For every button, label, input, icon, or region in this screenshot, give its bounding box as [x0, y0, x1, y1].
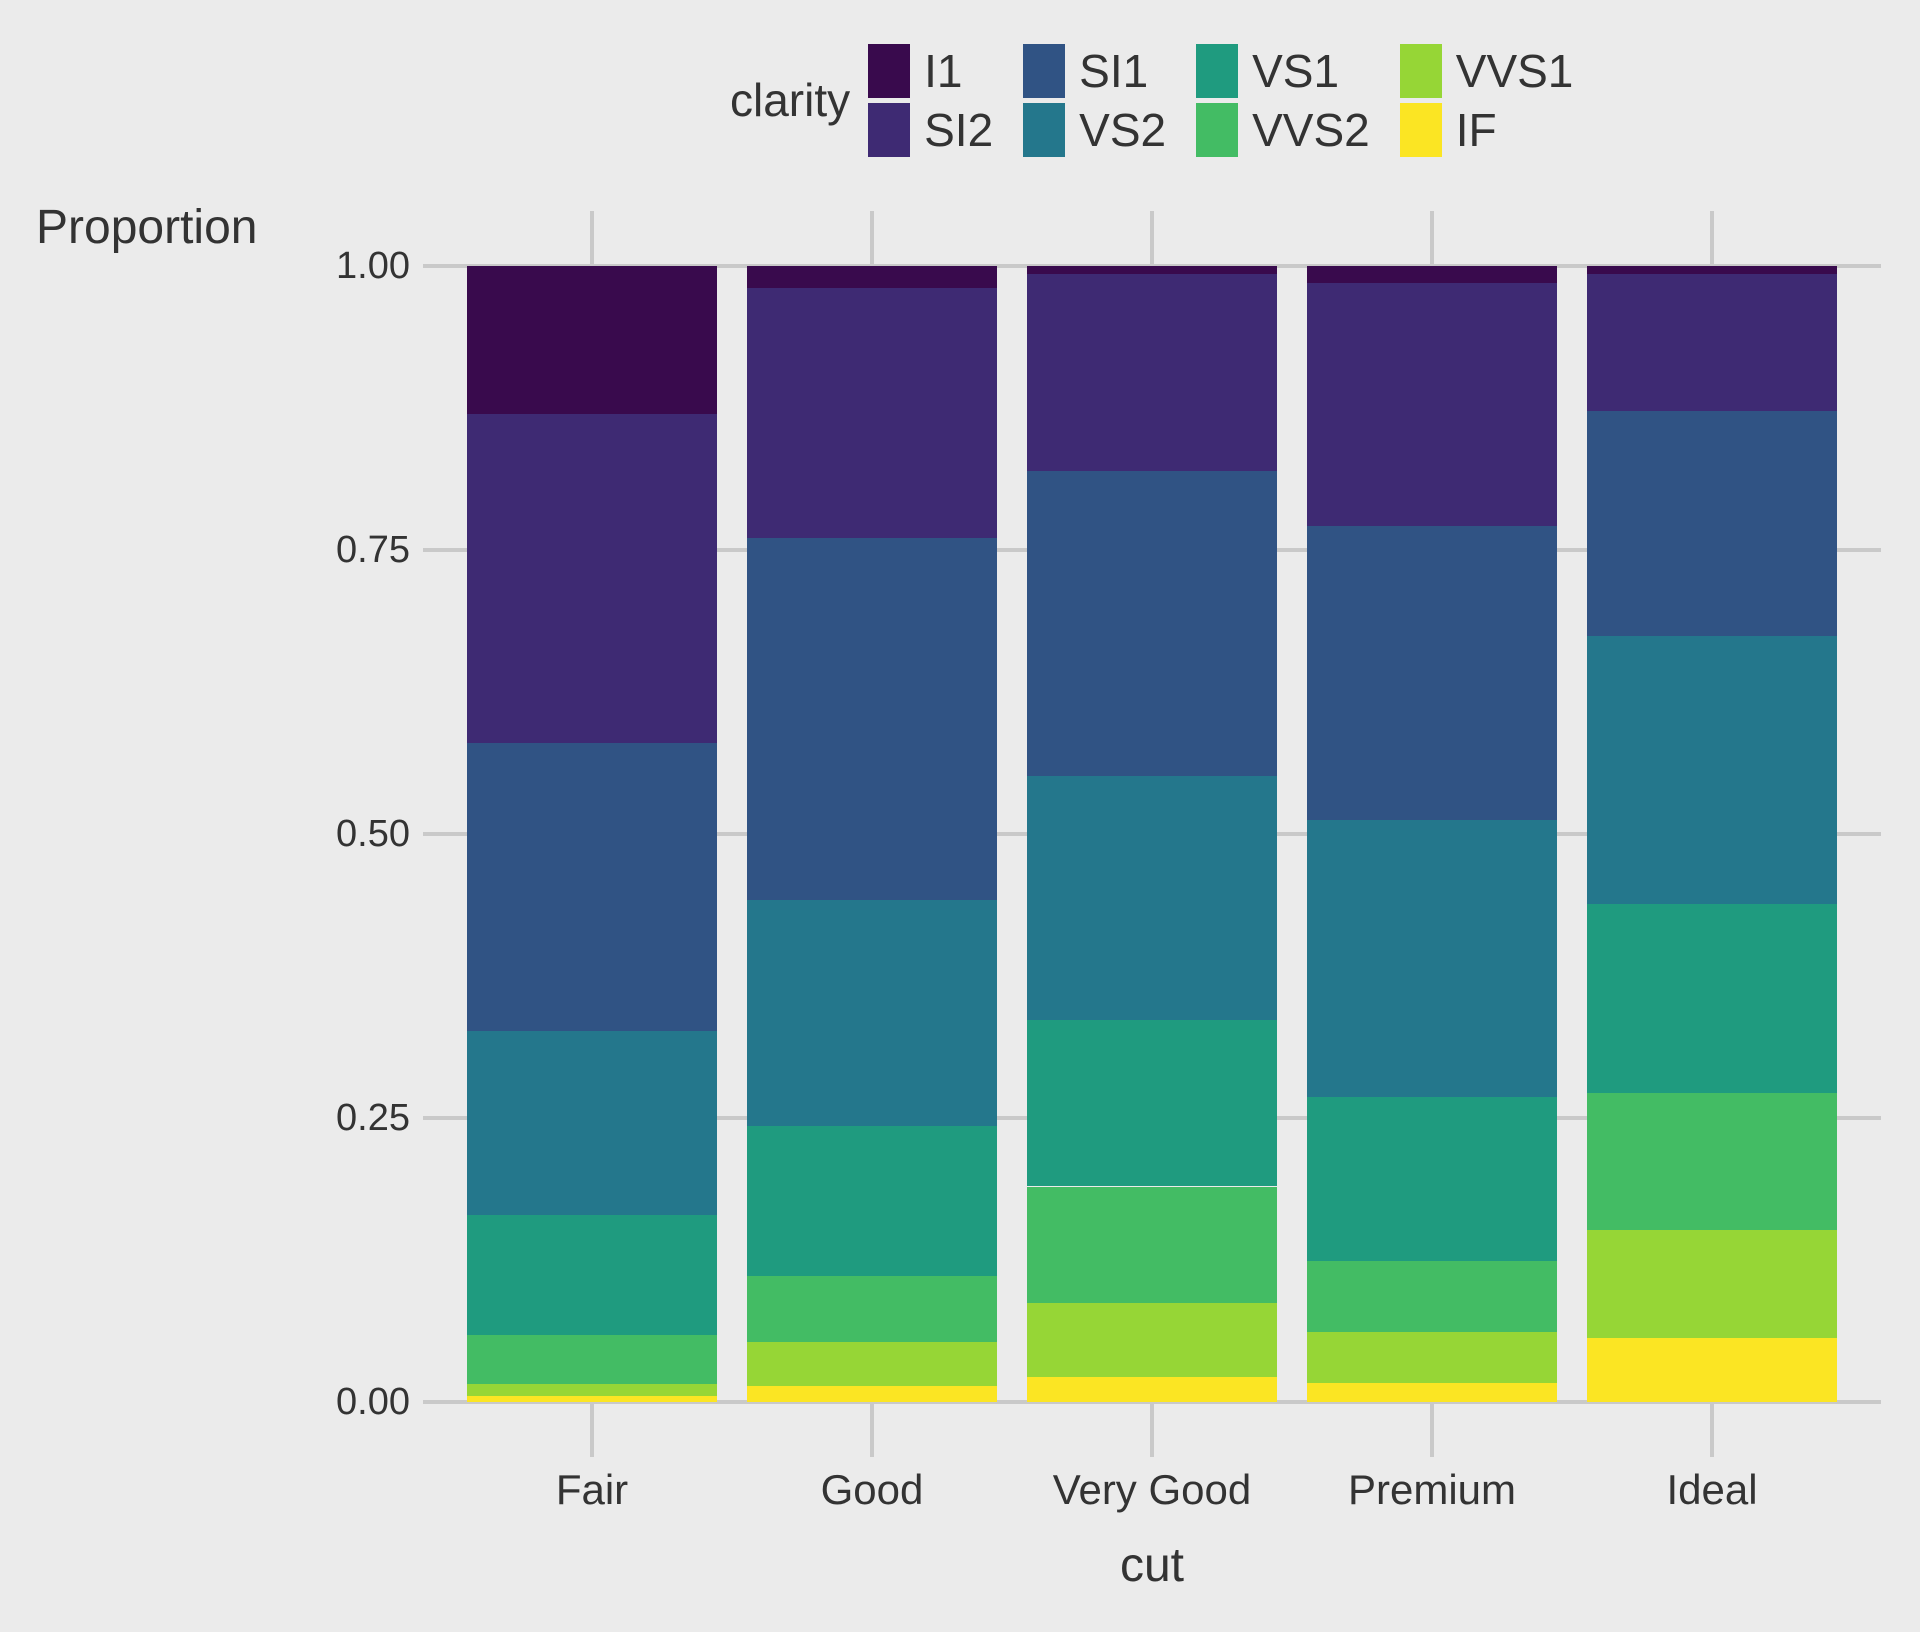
bar-segment-premium-VVS1: [1307, 1332, 1557, 1383]
bar-segment-ideal-I1: [1587, 266, 1837, 274]
legend-swatch-SI1: [1023, 43, 1066, 98]
y-tick-label: 0.75: [336, 529, 410, 571]
bar-segment-premium-VS2: [1307, 820, 1557, 1097]
bar-segment-ideal-IF: [1587, 1338, 1837, 1402]
axis-tick-top: [1430, 211, 1434, 266]
axis-tick-bottom: [1710, 1402, 1714, 1457]
legend-item-I1: I1: [868, 42, 993, 99]
x-tick-label-premium: Premium: [1347, 1466, 1517, 1513]
bar-segment-very-good-VS1: [1027, 1019, 1277, 1187]
bar-segment-good-VS1: [747, 1126, 997, 1277]
bar-segment-ideal-VVS1: [1587, 1230, 1837, 1339]
legend-label: IF: [1455, 103, 1497, 156]
legend-label: VS2: [1079, 103, 1167, 156]
bar-segment-good-IF: [747, 1385, 997, 1402]
bar-segment-good-VVS1: [747, 1342, 997, 1386]
legend-label: SI2: [924, 103, 994, 156]
axis-tick-top: [590, 211, 594, 266]
axis-tick-top: [1150, 211, 1154, 266]
bar-segment-good-VS2: [747, 899, 997, 1127]
bar-segment-good-I1: [747, 266, 997, 289]
bar-segment-very-good-VS2: [1027, 776, 1277, 1020]
axis-tick-bottom: [870, 1402, 874, 1457]
x-axis-title: cut: [1119, 1539, 1185, 1592]
legend-label: I1: [924, 44, 963, 97]
bar-segment-fair-I1: [467, 266, 717, 415]
bar-segment-ideal-SI1: [1587, 410, 1837, 637]
legend-label: VS1: [1252, 44, 1340, 97]
bar-segment-fair-SI2: [467, 414, 717, 743]
legend-item-VS2: VS2: [1023, 101, 1166, 158]
bar-segment-very-good-SI2: [1027, 273, 1277, 472]
legend-item-SI1: SI1: [1023, 42, 1166, 99]
legend-label: SI1: [1079, 44, 1149, 97]
legend-label: VVS1: [1455, 44, 1574, 97]
axis-tick-bottom: [1430, 1402, 1434, 1457]
bar-segment-very-good-I1: [1027, 266, 1277, 274]
bar-segment-very-good-IF: [1027, 1376, 1277, 1402]
bar-segment-premium-VVS2: [1307, 1260, 1557, 1333]
bar-segment-fair-SI1: [467, 742, 717, 1031]
axis-tick-bottom: [590, 1402, 594, 1457]
bar-segment-premium-VS1: [1307, 1096, 1557, 1261]
bar-segment-fair-IF: [467, 1395, 717, 1402]
bar-segment-very-good-VVS2: [1027, 1186, 1277, 1303]
x-tick-label-fair: Fair: [555, 1466, 629, 1513]
legend-swatch-SI2: [868, 102, 911, 157]
legend-title: clarity: [730, 74, 851, 126]
legend-item-SI2: SI2: [868, 101, 993, 158]
legend-swatch-I1: [868, 43, 911, 98]
legend-swatch-VS2: [1023, 102, 1066, 157]
bar-segment-ideal-VS1: [1587, 903, 1837, 1093]
y-tick-label: 0.50: [336, 813, 410, 855]
bar-segment-good-SI2: [747, 288, 997, 539]
axis-tick-top: [1710, 211, 1714, 266]
bar-segment-premium-I1: [1307, 266, 1557, 283]
bar-segment-good-SI1: [747, 538, 997, 900]
legend-grid: I1 SI2 SI1 VS2 VS1 VVS2 VVS1 IF: [868, 42, 1573, 158]
legend-swatch-IF: [1399, 102, 1442, 157]
y-tick-label: 0.25: [336, 1097, 410, 1139]
bar-segment-ideal-VVS2: [1587, 1092, 1837, 1231]
legend-label: VVS2: [1252, 103, 1370, 156]
legend-item-IF: IF: [1399, 101, 1574, 158]
bar-segment-ideal-SI2: [1587, 273, 1837, 411]
bar-segment-fair-VVS1: [467, 1383, 717, 1396]
bar-segment-fair-VVS2: [467, 1334, 717, 1384]
y-tick-label: 1.00: [336, 245, 410, 287]
x-tick-label-good: Good: [820, 1466, 924, 1513]
legend: clarity I1 SI2 SI1 VS2 VS1 VVS2 VVS1 IF: [730, 42, 1573, 158]
bar-segment-fair-VS1: [467, 1214, 717, 1335]
bar-segment-very-good-VVS1: [1027, 1302, 1277, 1377]
x-tick-label-ideal: Ideal: [1666, 1466, 1758, 1513]
legend-swatch-VVS2: [1196, 102, 1239, 157]
y-axis-title: Proportion: [36, 201, 258, 254]
axis-tick-top: [870, 211, 874, 266]
bar-segment-premium-IF: [1307, 1383, 1557, 1402]
bar-segment-good-VVS2: [747, 1276, 997, 1343]
bar-segment-very-good-SI1: [1027, 471, 1277, 777]
axis-tick-bottom: [1150, 1402, 1154, 1457]
x-tick-label-very-good: Very Good: [1052, 1466, 1252, 1513]
y-tick-label: 0.00: [336, 1381, 410, 1423]
bar-segment-ideal-VS2: [1587, 636, 1837, 904]
bar-segment-fair-VS2: [467, 1030, 717, 1215]
legend-swatch-VS1: [1196, 43, 1239, 98]
legend-item-VVS2: VVS2: [1196, 101, 1370, 158]
legend-item-VS1: VS1: [1196, 42, 1370, 99]
legend-swatch-VVS1: [1399, 43, 1442, 98]
legend-item-VVS1: VVS1: [1399, 42, 1574, 99]
bar-segment-premium-SI1: [1307, 525, 1557, 821]
bar-segment-premium-SI2: [1307, 282, 1557, 526]
